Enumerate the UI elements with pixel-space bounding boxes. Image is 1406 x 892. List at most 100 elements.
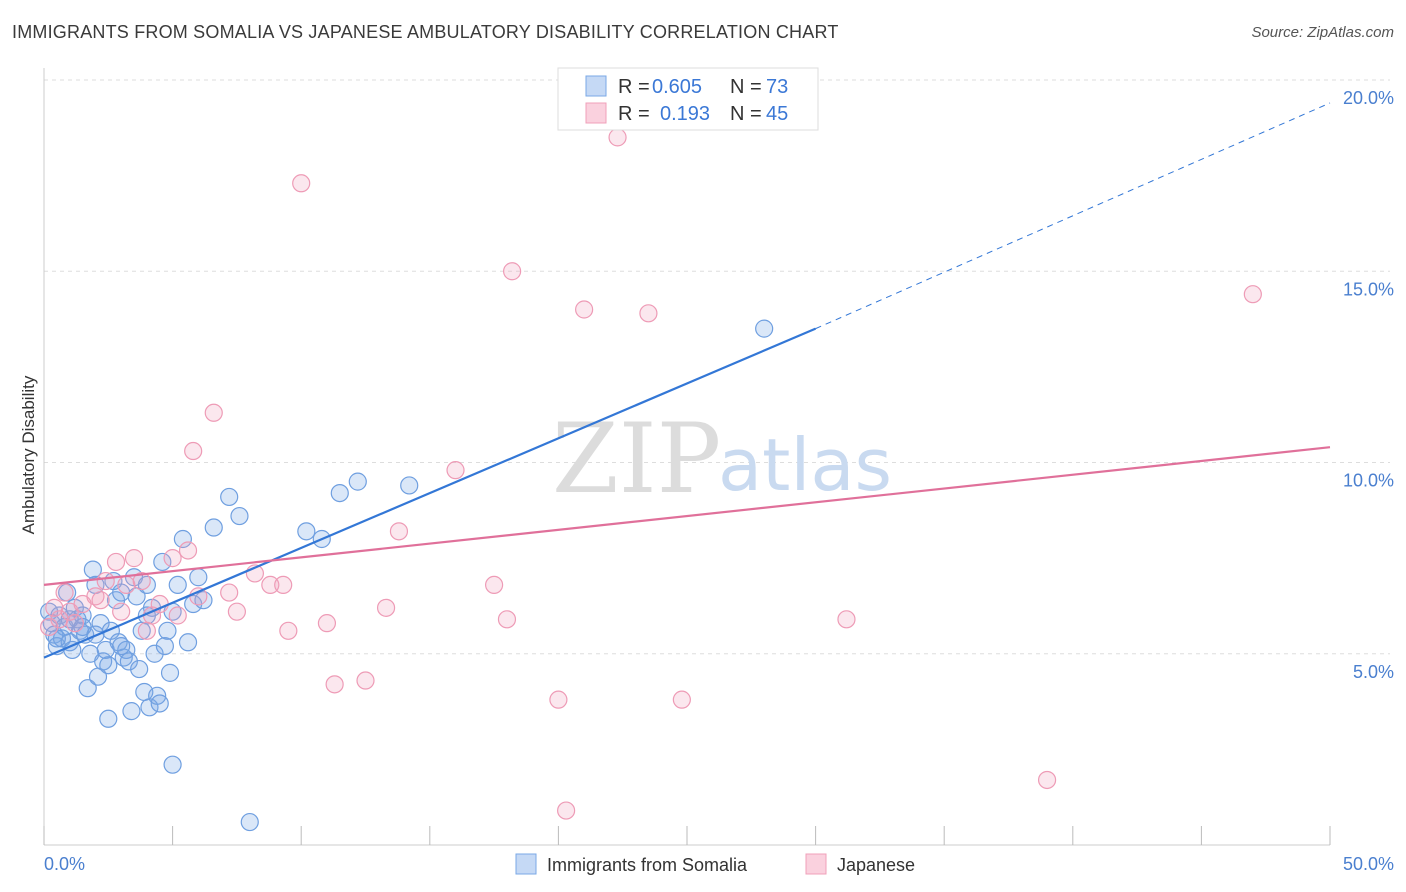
legend-r-label-japanese: R = — [618, 103, 650, 125]
somalia-point-43 — [150, 694, 169, 713]
japanese-point-34 — [376, 598, 396, 617]
legend-r-value-somalia: 0.605 — [652, 76, 702, 98]
somalia-point-70 — [99, 656, 118, 675]
somalia-trend-extension — [815, 102, 1331, 330]
japanese-point-2 — [50, 610, 69, 629]
japanese-point-27 — [261, 575, 280, 595]
y-tick-labels: 5.0% 10.0% 15.0% 20.0% — [1343, 88, 1394, 682]
bottom-legend-swatch-somalia — [515, 853, 537, 875]
somalia-point-20 — [91, 614, 110, 633]
legend-n-value-japanese: 45 — [766, 103, 788, 125]
legend-swatch-somalia — [585, 75, 607, 97]
somalia-trend-line — [43, 327, 817, 659]
legend-r-value-japanese: 0.193 — [660, 103, 710, 125]
somalia-point-57 — [230, 506, 249, 526]
japanese-point-44 — [639, 304, 658, 323]
japanese-point-38 — [497, 610, 517, 629]
watermark-zip: ZIP — [552, 403, 721, 515]
japanese-point-24 — [220, 583, 239, 602]
japanese-point-9 — [96, 571, 115, 591]
japanese-point-42 — [575, 300, 594, 319]
bottom-legend-label-somalia: Immigrants from Somalia — [547, 855, 748, 875]
japanese-point-21 — [184, 441, 203, 461]
somalia-point-58 — [240, 812, 259, 832]
somalia-point-53 — [189, 568, 208, 587]
somalia-point-15 — [78, 679, 97, 698]
y-tick-label-3: 20.0% — [1343, 88, 1394, 108]
somalia-point-63 — [400, 476, 419, 495]
chart-title: IMMIGRANTS FROM SOMALIA VS JAPANESE AMBU… — [12, 22, 839, 42]
japanese-point-45 — [672, 690, 691, 709]
legend-n-label-somalia: N = — [730, 76, 762, 98]
japanese-points — [40, 128, 1262, 820]
japanese-point-40 — [549, 690, 568, 709]
x-tick-labels: 0.0% 50.0% — [44, 854, 1394, 874]
japanese-point-10 — [106, 552, 126, 572]
axes — [43, 68, 1331, 846]
legend-n-label-japanese: N = — [730, 103, 762, 125]
bottom-legend-label-japanese: Japanese — [837, 855, 915, 875]
somalia-points — [40, 319, 774, 832]
somalia-point-61 — [330, 484, 349, 503]
japanese-point-11 — [112, 602, 131, 621]
series-legend: Immigrants from Somalia Japanese — [515, 853, 915, 875]
japanese-point-48 — [1243, 285, 1262, 304]
somalia-point-44 — [153, 552, 172, 572]
x-tick-label-0: 0.0% — [44, 854, 85, 874]
japanese-point-35 — [389, 522, 409, 541]
legend-r-label-somalia: R = — [618, 76, 650, 98]
grid-lines — [44, 79, 1390, 655]
japanese-point-46 — [837, 610, 856, 629]
y-tick-label-2: 15.0% — [1343, 279, 1394, 299]
somalia-point-35 — [130, 659, 149, 679]
japanese-point-39 — [503, 262, 522, 281]
japanese-point-14 — [132, 571, 151, 591]
watermark-atlas: atlas — [718, 423, 892, 507]
y-axis-label: Ambulatory Disability — [19, 375, 38, 534]
japanese-point-3 — [55, 583, 74, 602]
somalia-point-49 — [168, 575, 187, 595]
japanese-point-18 — [163, 549, 182, 568]
japanese-point-1 — [45, 598, 64, 617]
japanese-trend-line — [43, 446, 1331, 586]
trend-lines — [43, 102, 1331, 659]
legend-swatch-japanese — [585, 102, 607, 124]
japanese-point-47 — [1037, 770, 1057, 790]
japanese-point-33 — [356, 671, 375, 690]
japanese-point-43 — [608, 128, 627, 147]
somalia-point-45 — [155, 636, 174, 656]
somalia-point-23 — [99, 709, 118, 728]
x-tick-label-1: 50.0% — [1343, 854, 1394, 874]
somalia-point-32 — [122, 702, 141, 721]
somalia-point-17 — [83, 560, 102, 579]
correlation-legend: R = 0.605 N = 73 R = 0.193 N = 45 — [557, 67, 819, 131]
somalia-point-46 — [158, 621, 177, 640]
japanese-point-31 — [317, 614, 337, 633]
japanese-point-30 — [292, 174, 311, 193]
somalia-point-59 — [297, 522, 316, 541]
y-tick-label-1: 10.0% — [1343, 471, 1394, 491]
somalia-point-47 — [160, 663, 180, 682]
somalia-point-68 — [112, 636, 131, 656]
bottom-legend-swatch-japanese — [805, 853, 827, 875]
somalia-point-31 — [119, 652, 138, 671]
somalia-point-50 — [173, 529, 192, 549]
somalia-point-56 — [220, 487, 239, 507]
japanese-point-19 — [168, 606, 187, 625]
japanese-point-41 — [557, 801, 576, 820]
japanese-point-15 — [137, 621, 156, 640]
japanese-point-0 — [40, 617, 59, 637]
japanese-point-32 — [325, 675, 344, 694]
japanese-point-36 — [446, 461, 465, 480]
japanese-point-23 — [204, 403, 223, 422]
source-label: Source: ZipAtlas.com — [1251, 24, 1394, 41]
japanese-point-20 — [178, 541, 198, 560]
somalia-point-55 — [204, 518, 223, 537]
watermark: ZIP atlas — [552, 403, 892, 515]
japanese-point-37 — [485, 575, 504, 595]
japanese-point-29 — [279, 621, 298, 640]
somalia-point-51 — [178, 633, 198, 652]
somalia-point-48 — [163, 755, 182, 774]
legend-n-value-somalia: 73 — [766, 76, 788, 98]
